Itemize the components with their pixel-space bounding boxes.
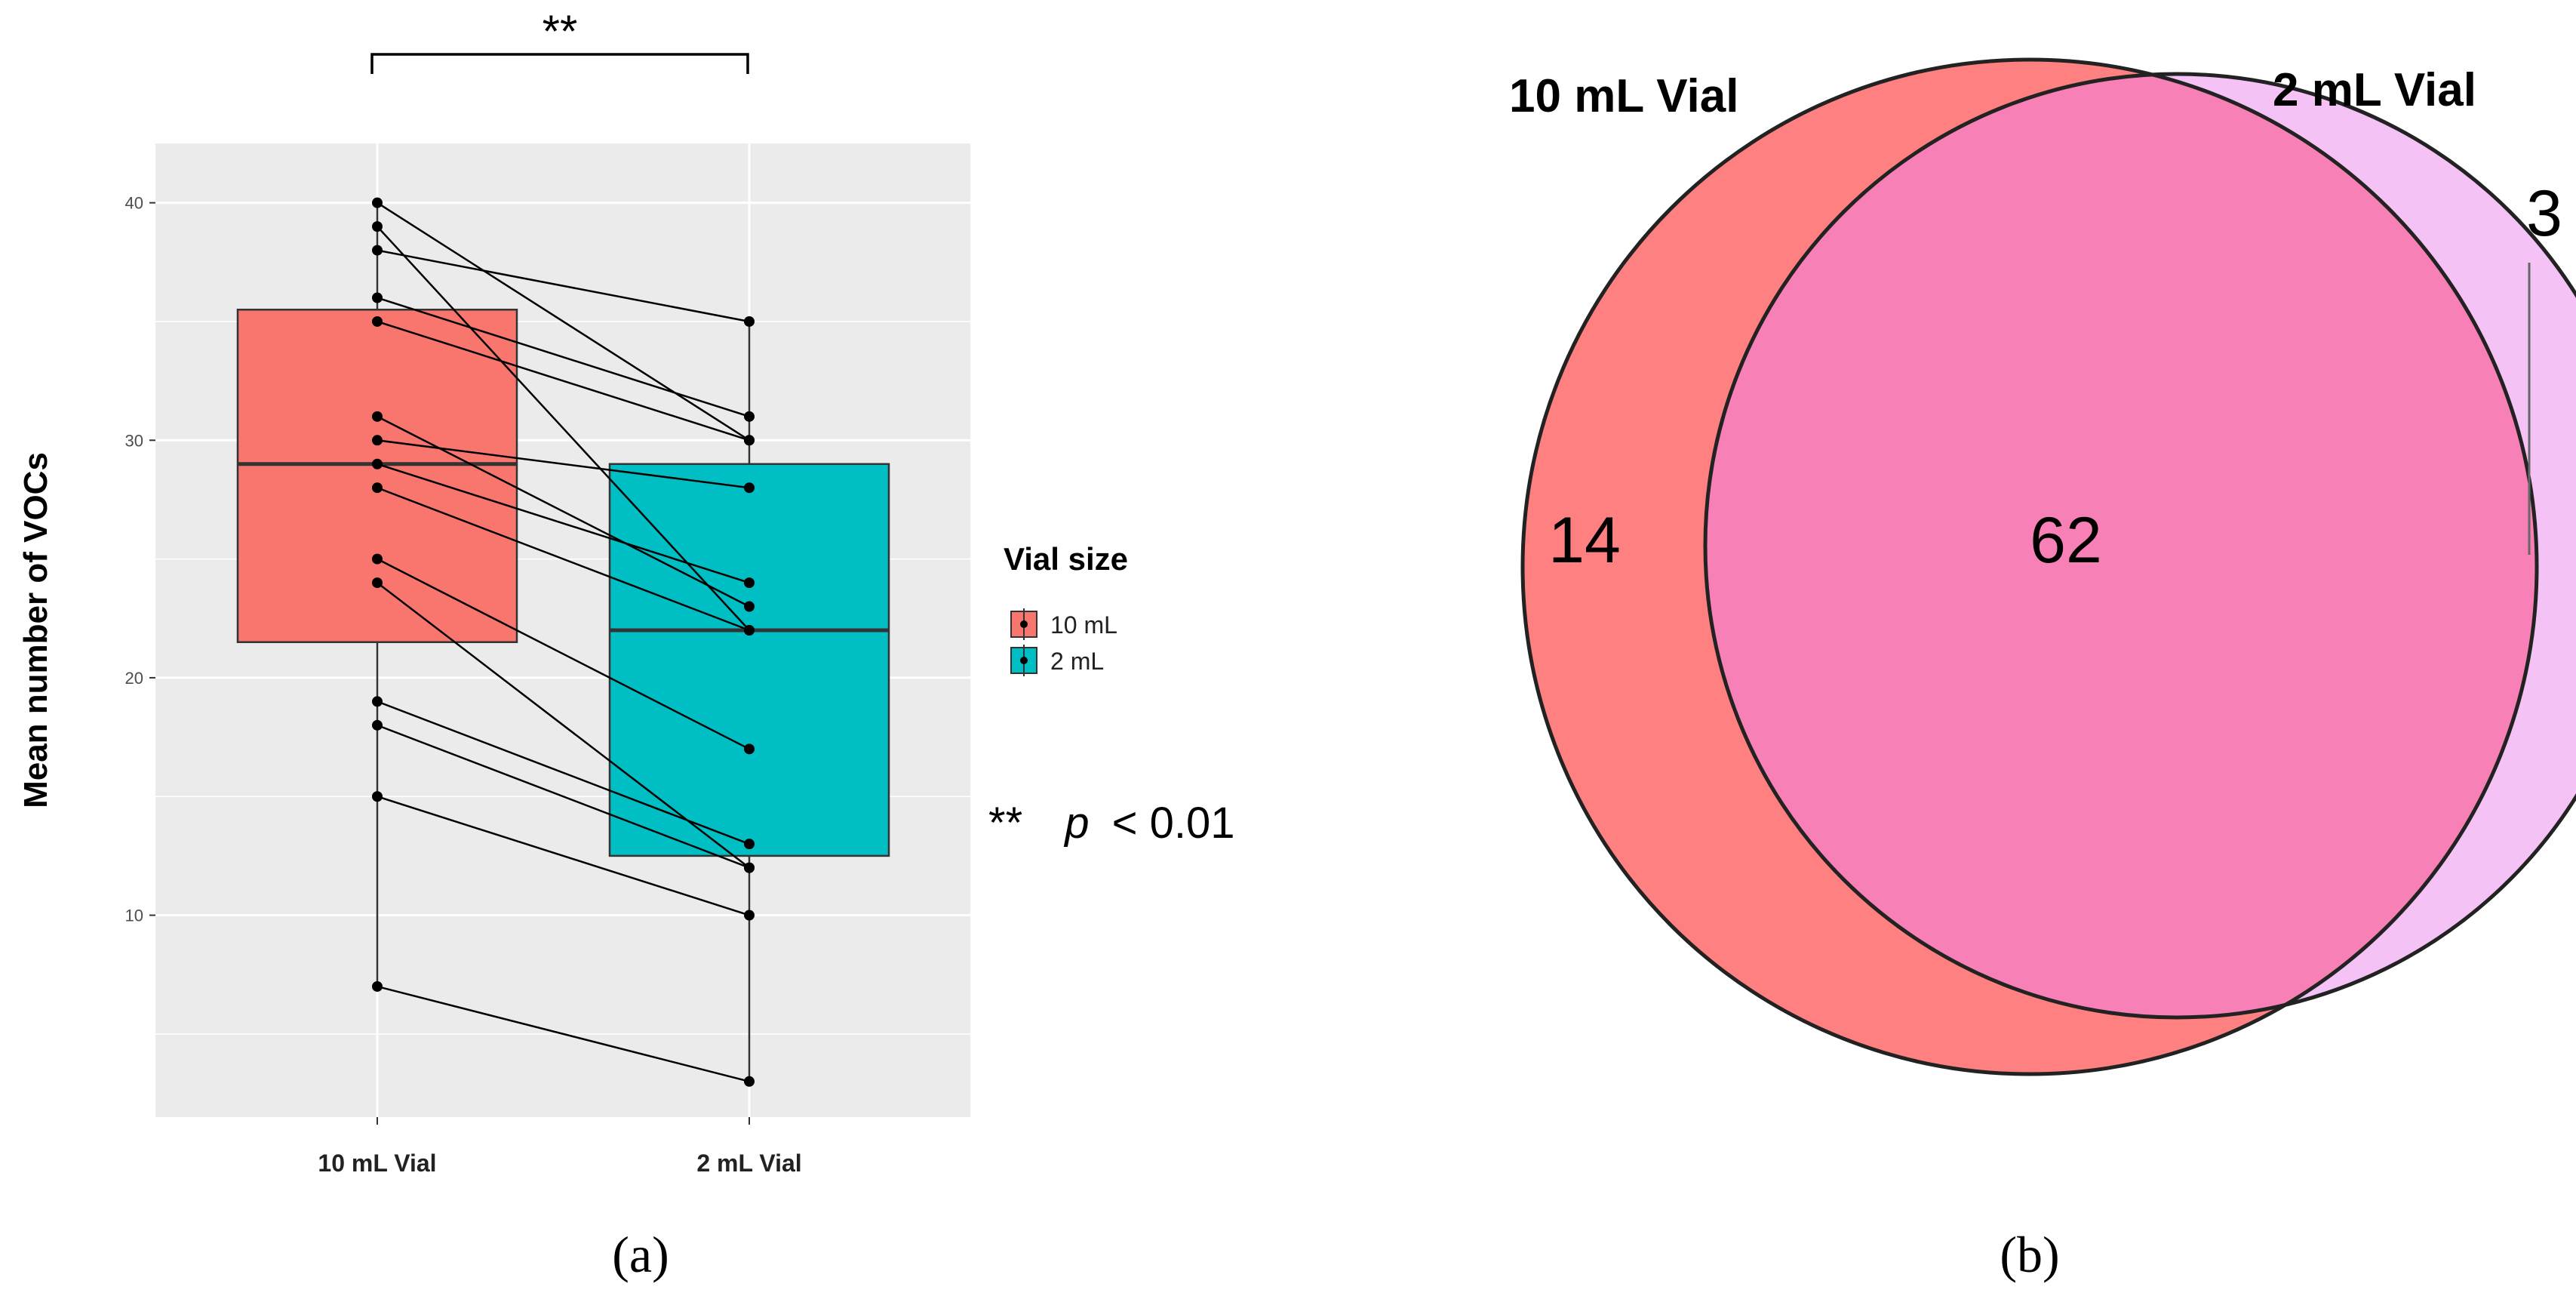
legend-label: 2 mL [1050,648,1104,675]
paired-line [377,439,750,489]
point-2ml [744,577,755,589]
paired-lines [372,197,755,1087]
box [236,308,518,643]
legend-key-point [1020,620,1028,628]
point-2ml [744,625,755,636]
point-2ml [744,316,755,327]
box [608,463,890,857]
point-10ml [372,197,383,208]
point-2ml [744,411,755,422]
point-2ml [744,743,755,755]
point-10ml [372,482,383,494]
y-tick-label: 20 [125,669,143,688]
paired-line [377,700,750,845]
venn-outline-2ml [1703,72,2576,1020]
paired-line [377,297,750,418]
point-10ml [372,245,383,256]
x-tick-label: 2 mL Vial [696,1150,801,1177]
paired-line [377,724,750,869]
point-2ml [744,1076,755,1087]
x-tick-label: 10 mL Vial [318,1150,436,1177]
point-2ml [744,839,755,850]
legend-entry: 10 mL [1010,608,1117,640]
venn-count-intersection: 62 [2030,504,2102,577]
significance-bracket [370,53,749,74]
y-tick-labels: 10 20 30 40 [125,194,155,925]
legend: Vial size 10 mL 2 mL [1004,541,1128,676]
y-tick-label: 10 [125,907,143,925]
point-10ml [372,696,383,707]
point-10ml [372,577,383,589]
p-value-stars: ** [988,799,1022,848]
legend-title: Vial size [1004,541,1128,577]
point-10ml [372,980,383,992]
venn-intersection [1705,74,2537,1017]
panel-label-b: (b) [2000,1226,2059,1283]
paired-line [377,487,750,632]
panel-b: 10 mL Vial 2 mL Vial 14 62 3 (b) [1509,57,2576,1283]
y-axis-title: Mean number of VOCs [17,452,54,808]
point-10ml [372,221,383,232]
point-2ml [744,910,755,921]
panel-label-a: (a) [612,1226,669,1283]
p-value-annotation: ** p < 0.01 [988,799,1235,848]
point-10ml [372,791,383,802]
x-tick-labels: 10 mL Vial 2 mL Vial [318,1150,801,1177]
point-2ml [744,601,755,612]
boxes [236,202,890,1125]
point-10ml [372,292,383,303]
legend-label: 10 mL [1050,611,1117,639]
paired-line [377,985,750,1083]
legend-key-point [1020,657,1028,664]
point-10ml [372,411,383,422]
point-10ml [372,553,383,565]
venn-set-label-10ml: 10 mL Vial [1509,70,1738,122]
venn-count-10ml-only: 14 [1548,504,1621,577]
paired-line [377,249,750,323]
legend-entries: 10 mL 2 mL [1010,608,1117,676]
paired-line [377,796,750,916]
paired-line [377,320,750,442]
venn-count-2ml-only: 3 [2526,177,2562,250]
significance-stars: ** [543,6,578,57]
p-value-text: < 0.01 [1112,799,1235,848]
point-10ml [372,458,383,469]
legend-entry: 2 mL [1010,645,1104,676]
paired-line [377,202,750,442]
point-2ml [744,482,755,494]
point-10ml [372,435,383,446]
p-value-symbol: p [1063,799,1089,848]
y-tick-label: 40 [125,194,143,213]
venn-outline-10ml [1520,57,2539,1076]
point-10ml [372,719,383,731]
venn-set-label-2ml: 2 mL Vial [2273,64,2476,116]
point-2ml [744,435,755,446]
paired-line [377,558,750,750]
point-10ml [372,316,383,327]
point-2ml [744,862,755,873]
y-tick-label: 30 [125,431,143,450]
paired-line [377,463,750,584]
panel-a: 10 20 30 40 10 mL Vial 2 mL Vial Mean number… [17,6,1235,1283]
